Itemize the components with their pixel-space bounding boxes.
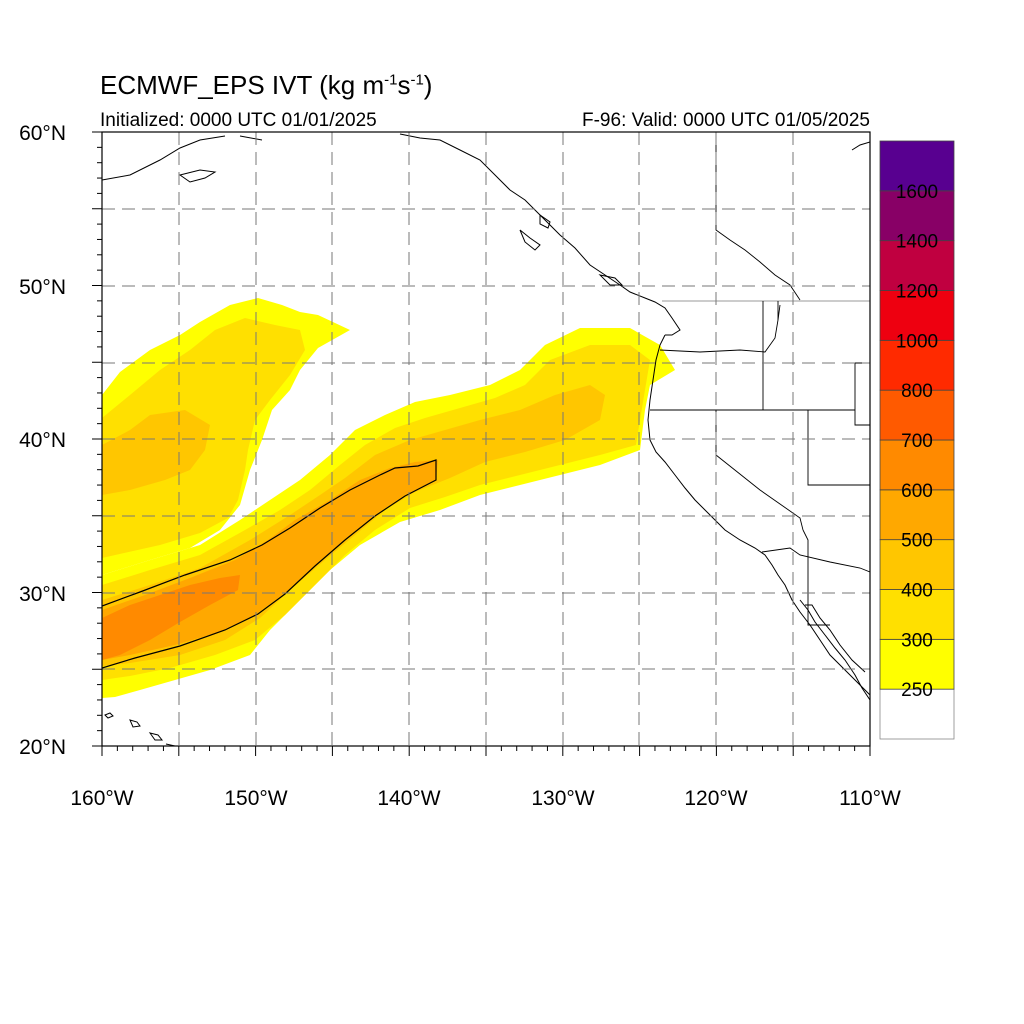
colorbar-swatch xyxy=(879,489,955,541)
west-coast xyxy=(647,334,870,696)
alaska-islands xyxy=(178,169,624,286)
colorbar-label: 600 xyxy=(901,481,933,502)
colorbar-swatch xyxy=(879,140,955,192)
colorbar-swatch xyxy=(879,688,955,740)
ivt-region-600-main xyxy=(102,575,240,660)
colorbar-label: 500 xyxy=(901,531,933,552)
lon-label-150w: 150°W xyxy=(224,787,287,810)
lat-label-40: 40°N xyxy=(19,429,66,452)
colorbar-label: 1400 xyxy=(896,232,938,253)
colorbar-swatch xyxy=(879,389,955,441)
colorbar-label: 1600 xyxy=(896,182,938,203)
colorbar-label: 800 xyxy=(901,381,933,402)
lat-label-30: 30°N xyxy=(19,583,66,606)
hawaii-islands xyxy=(104,712,176,746)
lon-label-130w: 130°W xyxy=(531,787,594,810)
lon-label-110w: 110°W xyxy=(839,787,901,810)
title-text: ECMWF_EPS IVT (kg m xyxy=(100,70,385,100)
colorbar-label: 700 xyxy=(901,431,933,452)
colorbar-label: 1000 xyxy=(896,331,938,352)
lat-label-50: 50°N xyxy=(19,276,66,299)
map-gridlines xyxy=(102,132,870,746)
title-text-s: s xyxy=(397,70,411,100)
colorbar-label: 400 xyxy=(901,581,933,602)
east-canada-coast xyxy=(851,141,870,151)
colorbar-swatch xyxy=(879,638,955,690)
colorbar-label: 300 xyxy=(901,630,933,651)
colorbar: 250 300 400 500 600 700 800 1000 1200 1400 1600 xyxy=(879,140,955,740)
colorbar-label: 250 xyxy=(901,680,933,701)
colorbar-swatch xyxy=(879,240,955,291)
valid-time-label: F-96: Valid: 0000 UTC 01/05/2025 xyxy=(582,110,870,131)
border-or-ca-nv xyxy=(650,409,870,486)
lat-label-20: 20°N xyxy=(19,736,66,759)
axis-ticks xyxy=(92,131,871,756)
latitude-labels: 60°N 50°N 40°N 30°N 20°N xyxy=(19,122,66,759)
colorbar-label: 1200 xyxy=(896,282,938,303)
baja-peninsula xyxy=(799,599,870,701)
title-suffix: ) xyxy=(423,70,433,100)
colorbar-swatch xyxy=(879,290,955,341)
political-borders xyxy=(650,132,870,626)
initialized-label: Initialized: 0000 UTC 01/01/2025 xyxy=(100,110,377,131)
border-us-canada-east xyxy=(715,132,801,301)
lon-label-140w: 140°W xyxy=(377,787,440,810)
border-ca-mexico xyxy=(761,547,870,573)
colorbar-swatch xyxy=(879,589,955,640)
coastlines xyxy=(102,133,870,746)
border-id-mt xyxy=(762,301,779,410)
lon-label-160w: 160°W xyxy=(70,787,133,810)
ivt-region-400-north xyxy=(102,410,210,495)
title-sup-2: -1 xyxy=(410,71,424,89)
ivt-shading xyxy=(102,298,675,698)
border-ca-nv-diagonal xyxy=(715,410,804,531)
lon-label-120w: 120°W xyxy=(684,787,747,810)
longitude-labels: 160°W 150°W 140°W 130°W 120°W 110°W xyxy=(70,787,901,810)
border-wa-or xyxy=(659,304,781,353)
border-az-nm xyxy=(802,529,830,626)
lat-label-60: 60°N xyxy=(19,122,66,145)
map-title: ECMWF_EPS IVT (kg m-1s-1) xyxy=(100,70,432,101)
border-id-wy-ut xyxy=(808,362,870,426)
ivt-contour-line xyxy=(102,459,437,669)
colorbar-swatch xyxy=(879,439,955,491)
colorbar-swatch xyxy=(879,190,955,242)
alaska-coast xyxy=(102,133,681,336)
title-sup-1: -1 xyxy=(384,71,398,89)
